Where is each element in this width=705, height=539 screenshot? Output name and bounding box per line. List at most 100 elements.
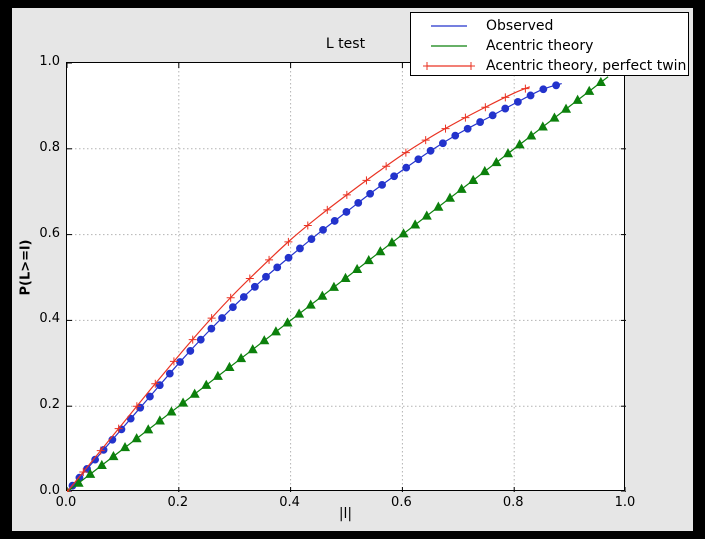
marker-plus-acentric-theory-perfect-twin bbox=[401, 148, 410, 157]
series-line-observed bbox=[67, 83, 562, 492]
marker-triangle-acentric-theory bbox=[305, 299, 316, 309]
marker-triangle-acentric-theory bbox=[584, 85, 595, 95]
marker-circle-observed bbox=[438, 139, 447, 148]
marker-plus-acentric-theory-perfect-twin bbox=[303, 221, 312, 230]
legend: Observed Acentric theory Acentric theory, … bbox=[410, 12, 689, 76]
marker-circle-observed bbox=[354, 198, 363, 207]
marker-triangle-acentric-theory bbox=[491, 157, 502, 167]
marker-triangle-acentric-theory bbox=[468, 174, 479, 184]
legend-label: Acentric theory, perfect twin bbox=[486, 58, 687, 74]
legend-sample-acentric-theory bbox=[431, 45, 467, 47]
marker-triangle-acentric-theory bbox=[212, 370, 223, 380]
marker-triangle-acentric-theory bbox=[96, 459, 107, 469]
marker-triangle-acentric-theory bbox=[340, 272, 351, 282]
y-tick-label: 0.2 bbox=[39, 397, 60, 413]
marker-circle-observed bbox=[91, 455, 100, 464]
marker-triangle-acentric-theory bbox=[549, 112, 560, 122]
marker-triangle-acentric-theory bbox=[502, 148, 514, 158]
marker-circle-observed bbox=[451, 131, 460, 140]
marker-triangle-acentric-theory bbox=[108, 450, 119, 461]
x-tick-label: 0.0 bbox=[55, 495, 77, 510]
marker-triangle-acentric-theory bbox=[270, 326, 281, 336]
marker-plus-acentric-theory-perfect-twin bbox=[421, 136, 430, 145]
marker-triangle-acentric-theory bbox=[456, 183, 467, 193]
x-tick-label: 1.0 bbox=[614, 495, 636, 510]
marker-triangle-acentric-theory bbox=[537, 121, 548, 131]
x-tick-label: 0.8 bbox=[502, 495, 524, 510]
marker-circle-observed bbox=[414, 155, 423, 164]
marker-triangle-acentric-theory bbox=[73, 477, 84, 487]
y-tick-label: 0.8 bbox=[39, 139, 60, 155]
marker-circle-observed bbox=[366, 189, 375, 198]
marker-triangle-acentric-theory bbox=[317, 290, 328, 300]
y-tick-label: 0.4 bbox=[39, 311, 60, 327]
marker-triangle-acentric-theory bbox=[386, 237, 397, 247]
marker-triangle-acentric-theory bbox=[479, 165, 490, 176]
marker-triangle-acentric-theory bbox=[514, 139, 525, 149]
marker-plus-acentric-theory-perfect-twin bbox=[151, 379, 160, 388]
marker-circle-observed bbox=[426, 146, 435, 155]
marker-triangle-acentric-theory bbox=[433, 201, 444, 211]
marker-circle-observed bbox=[390, 172, 399, 181]
marker-plus-acentric-theory-perfect-twin bbox=[132, 402, 141, 411]
marker-plus-acentric-theory-perfect-twin bbox=[461, 113, 470, 122]
marker-triangle-acentric-theory bbox=[166, 406, 177, 416]
marker-triangle-acentric-theory bbox=[189, 388, 200, 398]
marker-circle-observed bbox=[501, 104, 510, 113]
marker-plus-acentric-theory-perfect-twin bbox=[382, 162, 391, 171]
marker-triangle-acentric-theory bbox=[236, 352, 247, 363]
marker-circle-observed bbox=[229, 303, 237, 312]
marker-triangle-acentric-theory bbox=[375, 246, 386, 256]
marker-triangle-acentric-theory bbox=[201, 379, 212, 389]
legend-label: Observed bbox=[486, 18, 554, 34]
marker-circle-observed bbox=[539, 85, 548, 94]
marker-triangle-acentric-theory bbox=[247, 344, 258, 354]
marker-triangle-acentric-theory bbox=[294, 308, 305, 318]
marker-triangle-acentric-theory bbox=[560, 103, 572, 113]
marker-plus-acentric-theory-perfect-twin bbox=[188, 335, 197, 344]
marker-triangle-acentric-theory bbox=[410, 219, 421, 229]
marker-circle-observed bbox=[342, 208, 351, 216]
legend-sample-acentric-theory-perfect-twin bbox=[423, 62, 475, 70]
legend-row: Observed bbox=[411, 16, 688, 36]
marker-plus-acentric-theory-perfect-twin bbox=[441, 124, 450, 133]
marker-plus-acentric-theory-perfect-twin bbox=[96, 446, 105, 455]
marker-plus-acentric-theory-perfect-twin bbox=[323, 205, 332, 214]
marker-circle-observed bbox=[284, 253, 293, 262]
marker-plus-acentric-theory-perfect-twin bbox=[521, 84, 530, 93]
marker-plus-acentric-theory-perfect-twin bbox=[265, 255, 274, 264]
marker-circle-observed bbox=[250, 282, 259, 291]
marker-plus-acentric-theory-perfect-twin bbox=[79, 467, 88, 476]
marker-triangle-acentric-theory bbox=[572, 94, 583, 104]
marker-triangle-acentric-theory bbox=[363, 254, 374, 265]
marker-circle-observed bbox=[488, 111, 497, 120]
marker-circle-observed bbox=[402, 163, 411, 172]
marker-triangle-acentric-theory bbox=[143, 424, 154, 434]
marker-circle-observed bbox=[330, 217, 339, 225]
plot-area bbox=[66, 62, 626, 492]
marker-circle-observed bbox=[307, 235, 316, 243]
marker-triangle-acentric-theory bbox=[444, 192, 456, 202]
marker-circle-observed bbox=[513, 97, 522, 106]
marker-circle-observed bbox=[552, 81, 561, 90]
marker-circle-observed bbox=[165, 369, 174, 378]
marker-triangle-acentric-theory bbox=[154, 415, 165, 425]
legend-sample-observed bbox=[431, 25, 467, 27]
y-tick-label: 1.0 bbox=[39, 54, 60, 69]
marker-circle-observed bbox=[146, 392, 154, 401]
marker-circle-observed bbox=[378, 181, 386, 189]
marker-triangle-acentric-theory bbox=[85, 468, 96, 478]
marker-plus-acentric-theory-perfect-twin bbox=[284, 237, 293, 246]
marker-triangle-acentric-theory bbox=[398, 228, 409, 238]
legend-label: Acentric theory bbox=[486, 38, 594, 54]
marker-triangle-acentric-theory bbox=[119, 442, 131, 452]
marker-circle-observed bbox=[239, 293, 248, 301]
marker-triangle-acentric-theory bbox=[178, 397, 189, 407]
y-axis-label: P(L>=l) bbox=[18, 239, 34, 296]
marker-triangle-acentric-theory bbox=[224, 361, 235, 372]
x-tick-label: 0.4 bbox=[279, 495, 300, 510]
marker-plus-acentric-theory-perfect-twin bbox=[362, 176, 371, 185]
marker-plus-acentric-theory-perfect-twin bbox=[114, 424, 123, 433]
y-tick-label: 0.0 bbox=[39, 483, 60, 498]
